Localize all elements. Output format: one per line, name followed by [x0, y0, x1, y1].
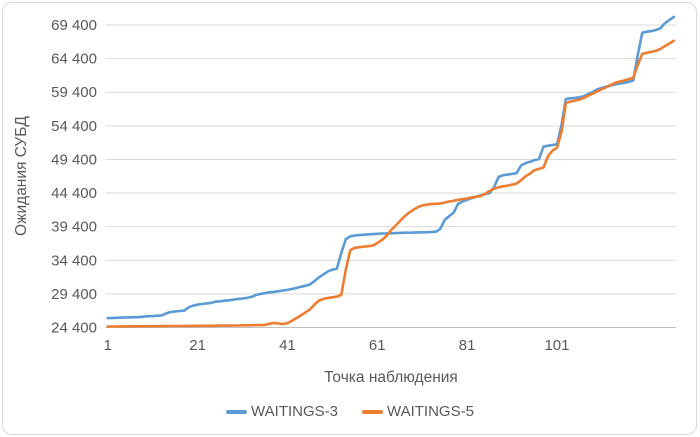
y-tick-label: 64 400 — [51, 51, 97, 68]
x-tick-label: 21 — [189, 337, 206, 354]
y-tick-label: 39 400 — [51, 219, 97, 236]
legend-item-waitings-5[interactable]: WAITINGS-5 — [362, 403, 474, 420]
y-tick-label: 69 400 — [51, 17, 97, 34]
x-tick-label: 1 — [104, 337, 112, 354]
series-line-waitings-5[interactable] — [106, 39, 676, 328]
y-tick-label: 44 400 — [51, 185, 97, 202]
y-tick-label: 34 400 — [51, 252, 97, 269]
legend-swatch-waitings-3 — [226, 409, 248, 414]
y-tick-label: 49 400 — [51, 151, 97, 168]
legend: WAITINGS-3 WAITINGS-5 — [0, 401, 700, 421]
x-tick-label: 81 — [459, 337, 476, 354]
legend-label-waitings-3: WAITINGS-3 — [251, 402, 338, 420]
y-axis-title: Ожидания СУБД — [13, 116, 30, 236]
series-line-waitings-3[interactable] — [106, 15, 676, 320]
y-tick-label: 54 400 — [51, 118, 97, 135]
x-tick-label: 101 — [544, 337, 569, 354]
legend-swatch-waitings-5 — [362, 409, 383, 414]
y-tick-label: 59 400 — [51, 84, 97, 101]
y-tick-label: 24 400 — [51, 320, 97, 337]
x-tick-label: 41 — [279, 337, 296, 354]
legend-item-waitings-3[interactable]: WAITINGS-3 — [226, 403, 338, 420]
x-axis-title: Точка наблюдения — [324, 369, 458, 386]
x-tick-label: 61 — [369, 337, 386, 354]
legend-label-waitings-5: WAITINGS-5 — [387, 402, 474, 420]
y-tick-label: 29 400 — [51, 286, 97, 303]
